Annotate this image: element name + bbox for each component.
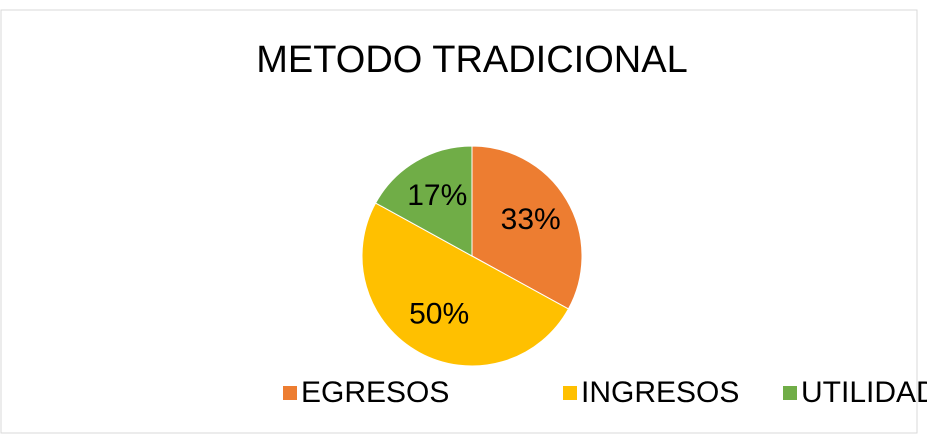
pie-slice xyxy=(471,145,583,310)
legend-label: INGRESOS xyxy=(581,376,739,409)
data-label: 50% xyxy=(409,298,469,331)
pie-slice xyxy=(374,145,473,257)
legend-label: EGRESOS xyxy=(301,376,449,409)
legend-swatch xyxy=(563,386,577,400)
data-label: 33% xyxy=(501,203,561,236)
pie-slice xyxy=(361,202,570,367)
legend-label: UTILIDAD xyxy=(801,376,927,409)
data-label: 17% xyxy=(407,179,467,212)
legend-swatch xyxy=(283,386,297,400)
legend-swatch xyxy=(783,386,797,400)
chart-title: METODO TRADICIONAL xyxy=(256,39,687,81)
